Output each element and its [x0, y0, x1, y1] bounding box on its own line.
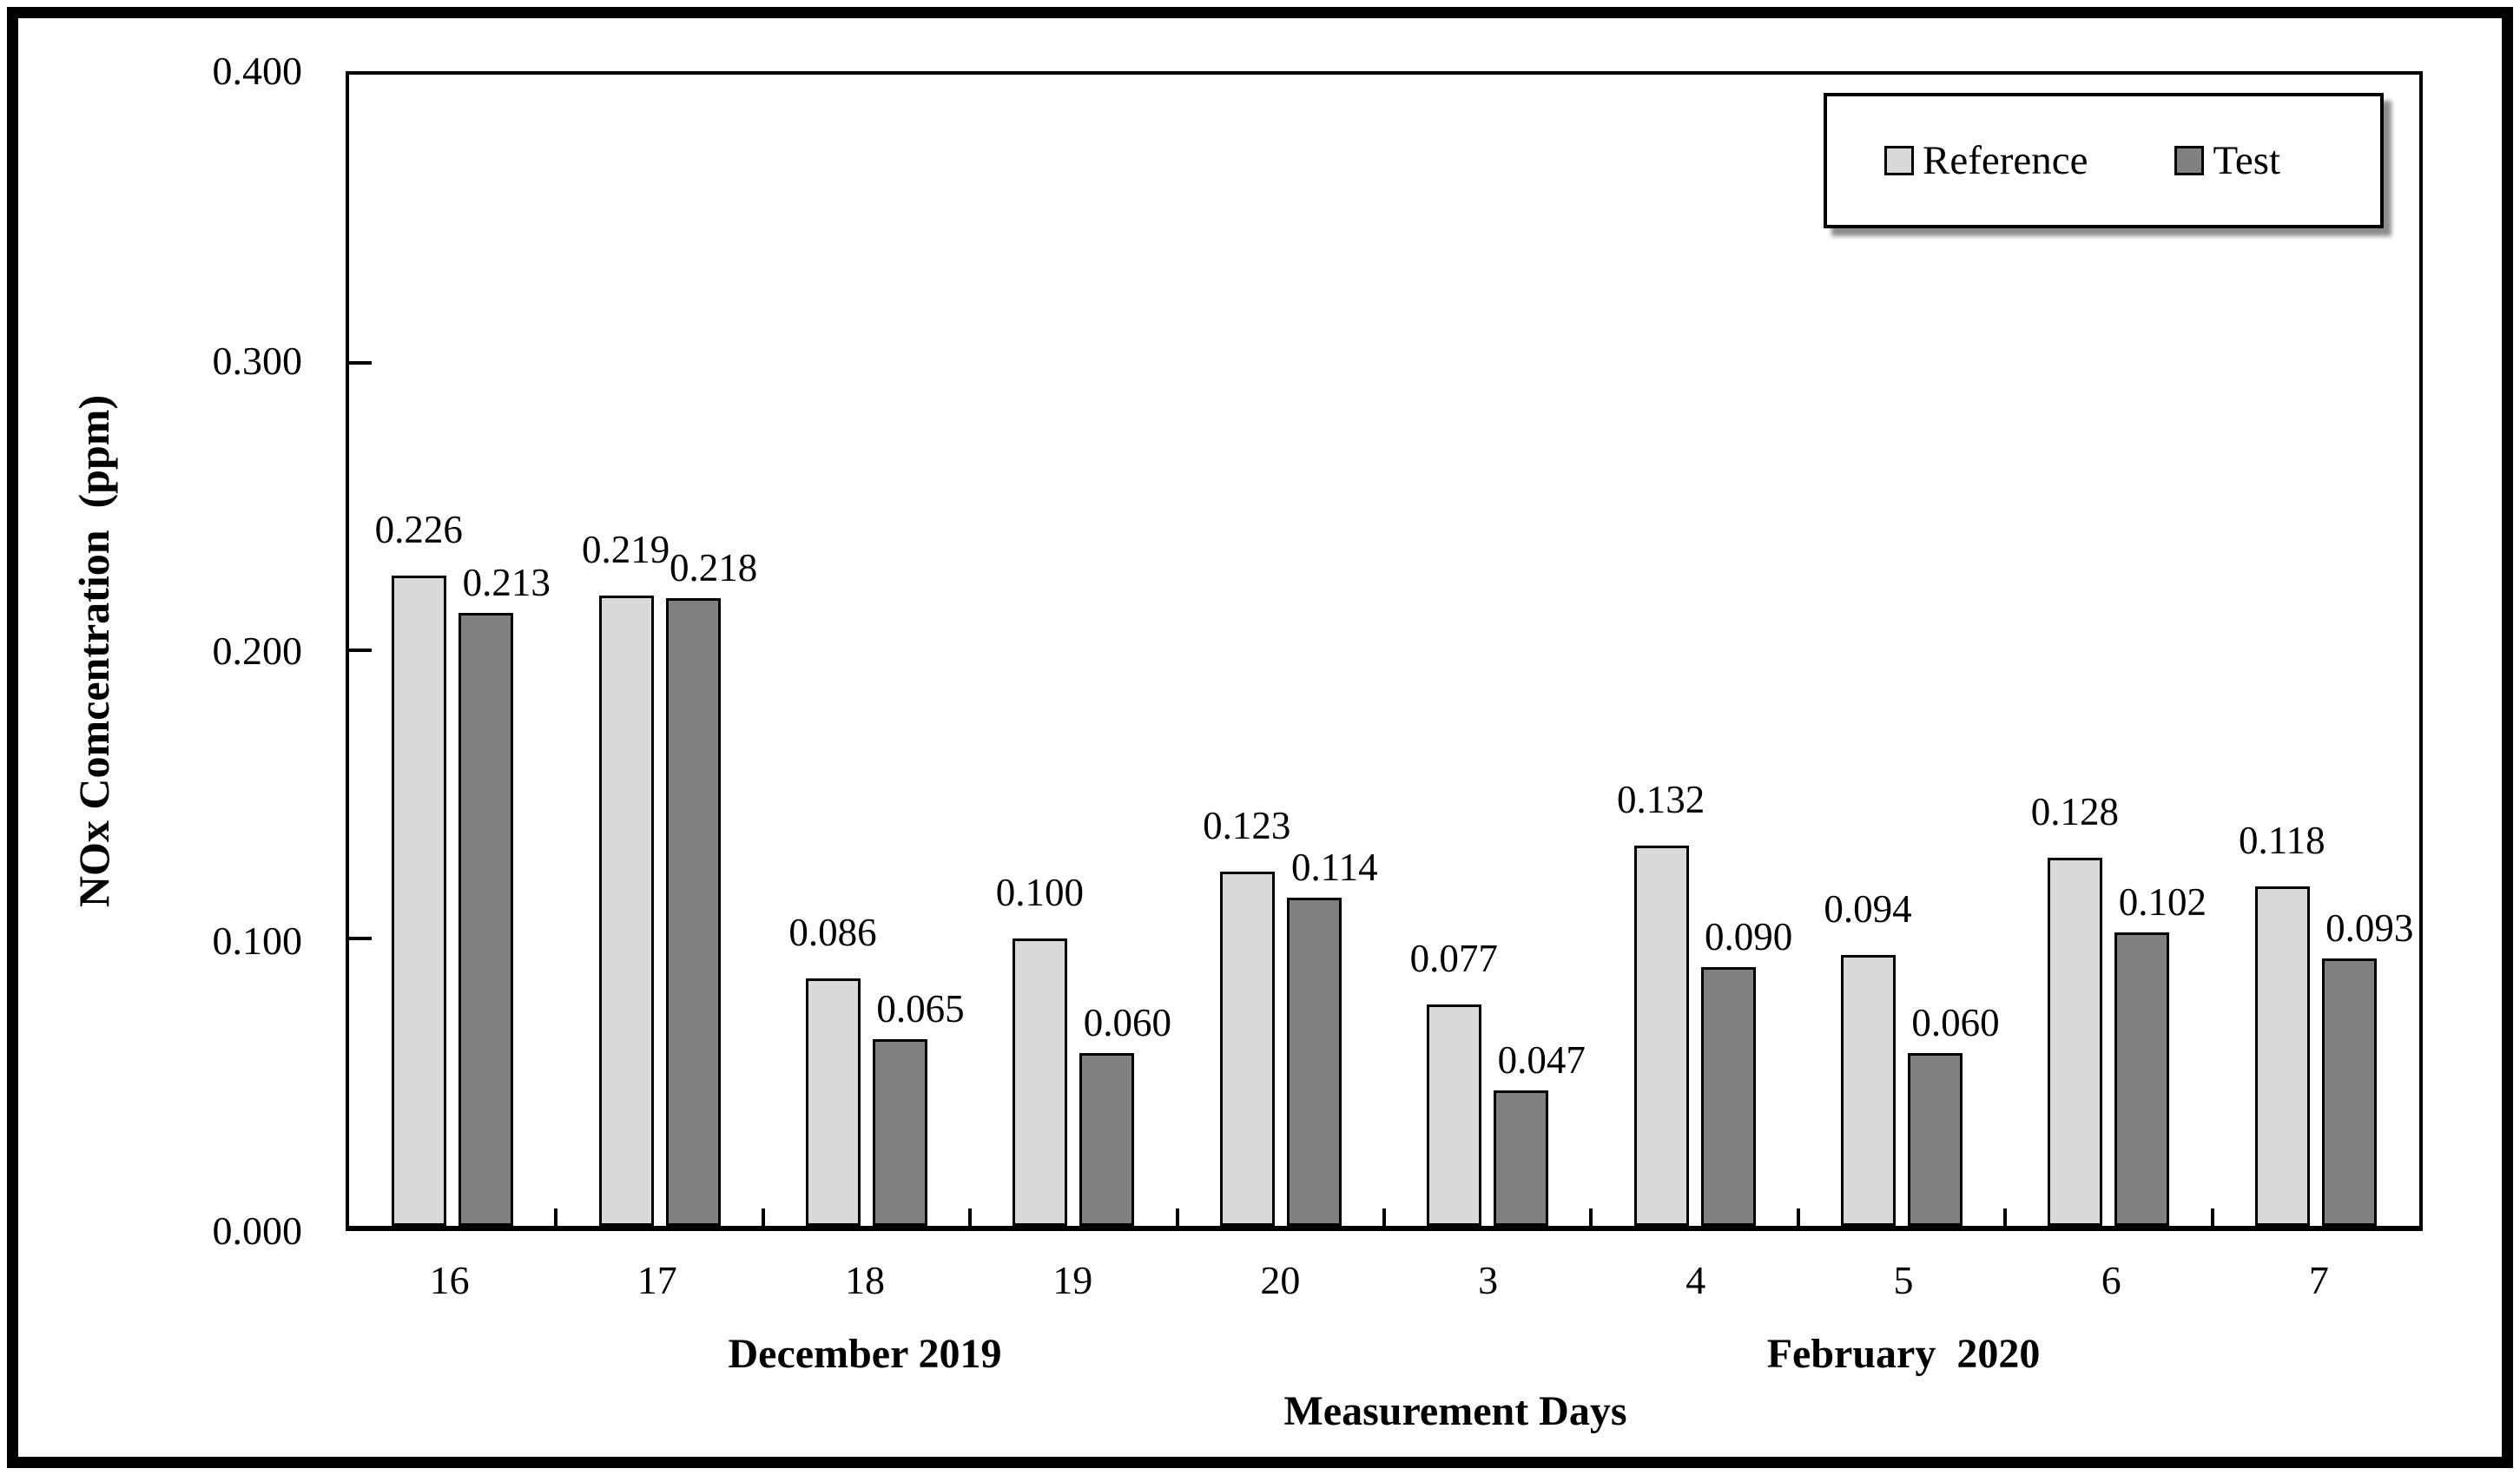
bar-reference-17	[598, 596, 654, 1226]
bar-test-7	[2321, 958, 2377, 1226]
x-tick-label-day-6: 6	[2101, 1258, 2121, 1302]
bar-reference-3	[1427, 1004, 1482, 1226]
x-tick-label-day-16: 16	[429, 1258, 470, 1302]
data-label-test-7: 0.093	[2325, 905, 2414, 950]
x-tick-label-day-4: 4	[1685, 1258, 1706, 1302]
x-tick-mark	[554, 1208, 558, 1226]
bar-test-5	[1908, 1053, 1963, 1226]
x-tick-mark	[2210, 1208, 2214, 1226]
legend-label-test: Test	[2213, 137, 2281, 183]
y-tick-label: 0.100	[212, 919, 303, 963]
data-label-reference-18: 0.086	[788, 910, 877, 954]
bar-test-16	[458, 612, 514, 1226]
data-label-reference-7: 0.118	[2239, 818, 2325, 862]
y-tick-mark	[349, 360, 372, 365]
bar-test-18	[873, 1038, 927, 1226]
data-label-test-6: 0.102	[2118, 879, 2207, 924]
bar-reference-5	[1841, 955, 1896, 1226]
bar-test-20	[1286, 898, 1342, 1226]
x-tick-label-day-5: 5	[1893, 1258, 1914, 1302]
data-label-test-16: 0.213	[462, 560, 551, 604]
data-label-test-3: 0.047	[1497, 1038, 1586, 1083]
x-tick-label-day-19: 19	[1052, 1258, 1093, 1302]
y-tick-label: 0.400	[212, 49, 303, 93]
x-tick-mark	[1589, 1208, 1593, 1226]
bar-reference-19	[1013, 938, 1068, 1226]
x-tick-mark	[1175, 1208, 1179, 1226]
y-tick-label: 0.300	[212, 339, 303, 383]
bar-test-19	[1079, 1053, 1135, 1226]
y-tick-mark	[349, 936, 372, 940]
data-label-reference-20: 0.123	[1203, 804, 1291, 848]
data-label-reference-16: 0.226	[374, 507, 463, 551]
y-tick-mark	[349, 649, 372, 652]
bar-test-3	[1494, 1090, 1549, 1226]
data-label-test-17: 0.218	[669, 546, 758, 590]
x-tick-mark	[2003, 1208, 2008, 1226]
legend-item-reference: Reference	[1884, 137, 2088, 183]
month-label: February 2020	[1766, 1331, 2041, 1377]
data-label-reference-6: 0.128	[2030, 789, 2120, 833]
bar-test-17	[665, 598, 721, 1226]
bar-reference-4	[1633, 846, 1689, 1226]
data-label-test-20: 0.114	[1291, 846, 1378, 890]
data-label-reference-4: 0.132	[1616, 778, 1705, 822]
legend-label-reference: Reference	[1923, 137, 2088, 183]
x-tick-mark	[1796, 1208, 1800, 1226]
data-label-test-4: 0.090	[1704, 914, 1793, 958]
legend-swatch-reference	[1884, 146, 1914, 175]
x-tick-label-day-3: 3	[1478, 1258, 1499, 1302]
legend: Reference Test	[1824, 93, 2384, 228]
data-label-test-5: 0.060	[1911, 1001, 2000, 1045]
month-label: December 2019	[728, 1331, 1002, 1377]
data-label-reference-3: 0.077	[1409, 936, 1498, 980]
x-axis-title: Measurement Days	[1283, 1388, 1627, 1434]
bar-reference-18	[806, 978, 861, 1226]
y-axis-title: NOx Comcentration (ppm)	[69, 394, 118, 908]
x-tick-label-day-20: 20	[1260, 1258, 1301, 1302]
y-tick-label: 0.000	[212, 1208, 303, 1253]
x-tick-mark	[1382, 1208, 1386, 1226]
bar-reference-20	[1219, 872, 1275, 1226]
data-label-test-19: 0.060	[1083, 1001, 1172, 1045]
data-label-reference-17: 0.219	[581, 528, 670, 572]
data-label-reference-5: 0.094	[1824, 887, 1912, 932]
bar-test-4	[1700, 966, 1756, 1226]
x-tick-mark	[761, 1208, 765, 1226]
x-tick-mark	[968, 1208, 973, 1226]
bar-reference-16	[392, 575, 447, 1226]
x-tick-label-day-17: 17	[637, 1258, 677, 1302]
legend-item-test: Test	[2174, 137, 2281, 183]
data-label-test-18: 0.065	[876, 986, 965, 1031]
legend-swatch-test	[2174, 146, 2205, 175]
bar-reference-6	[2048, 857, 2103, 1226]
x-tick-label-day-18: 18	[845, 1258, 885, 1302]
y-tick-label: 0.200	[212, 629, 303, 673]
bar-test-6	[2114, 932, 2170, 1226]
x-tick-label-day-7: 7	[2308, 1258, 2329, 1302]
data-label-reference-19: 0.100	[995, 870, 1085, 914]
bar-reference-7	[2254, 886, 2310, 1226]
plot-area: 0.226 0.219 0.086 0.100 0.123 0.077 0.132 0.094…	[346, 71, 2423, 1231]
